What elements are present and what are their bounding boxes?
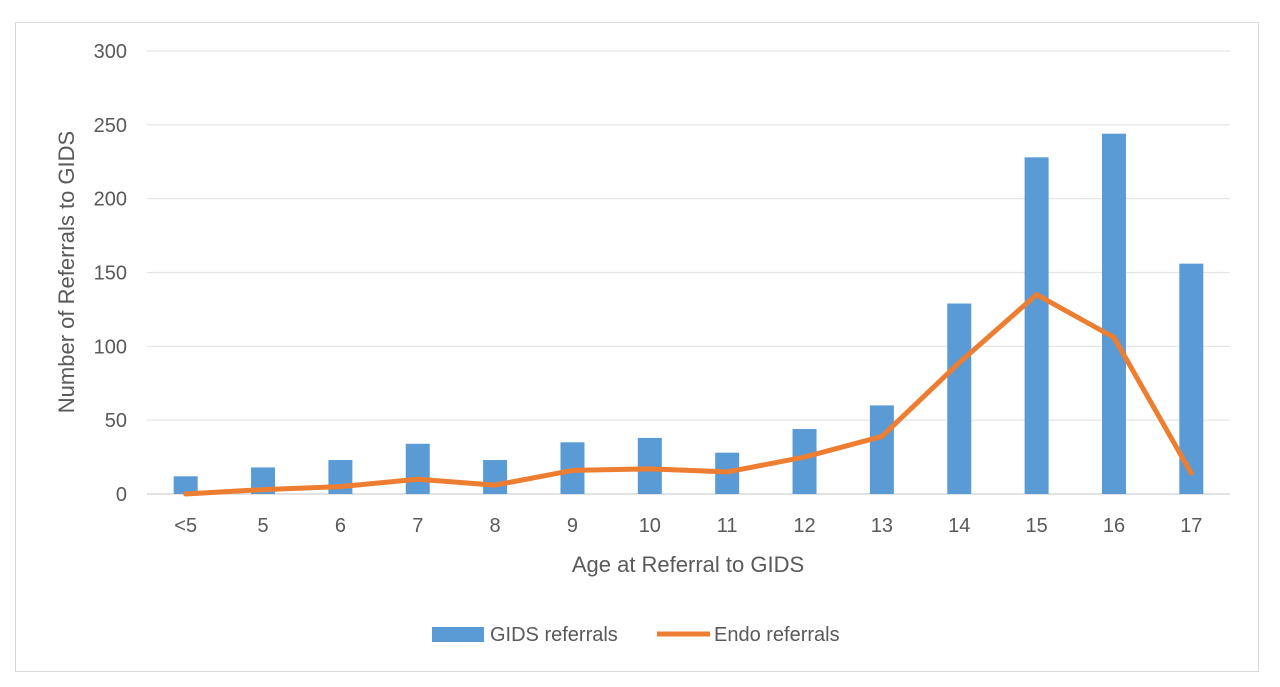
x-tick-label: 5 [257,515,268,537]
x-tick-label: 8 [490,515,501,537]
y-axis-ticks: 0 50 100 150 200 250 300 [94,41,127,506]
legend-swatch-gids [432,627,484,642]
endo-referrals-line [183,292,1194,497]
y-tick-label: 300 [94,41,127,63]
gids-bar [637,437,662,494]
y-tick-label: 150 [94,263,127,285]
x-tick-label: 14 [948,515,970,537]
x-tick-label: 17 [1180,515,1202,537]
x-tick-label: 12 [793,515,815,537]
y-tick-label: 250 [94,115,127,137]
y-tick-label: 100 [94,336,127,358]
gridlines [147,50,1230,495]
x-tick-label: 15 [1025,515,1047,537]
x-tick-label: 6 [335,515,346,537]
gids-bar [869,405,894,494]
legend-label-endo: Endo referrals [714,624,840,646]
y-axis-title: Number of Referrals to GIDS [54,131,79,413]
bar-series [173,133,1204,494]
y-tick-label: 50 [105,410,127,432]
x-tick-label: <5 [174,515,197,537]
x-tick-label: 9 [567,515,578,537]
x-axis-title: Age at Referral to GIDS [572,552,804,577]
y-tick-label: 200 [94,189,127,211]
x-tick-label: 16 [1103,515,1125,537]
gids-bar [405,443,430,494]
y-tick-label: 0 [116,484,127,506]
gids-bar [1101,133,1126,494]
x-axis-ticks: <5 5 6 7 8 9 10 11 12 13 14 15 16 17 [174,515,1202,537]
gids-bar [947,303,972,494]
x-tick-label: 13 [871,515,893,537]
legend-label-gids: GIDS referrals [490,624,618,646]
gids-bar [792,429,817,494]
x-tick-label: 10 [639,515,661,537]
chart-frame [15,22,1259,672]
x-tick-label: 11 [717,515,738,537]
x-tick-label: 7 [412,515,423,537]
gids-bar [1024,157,1049,494]
legend: GIDS referrals Endo referrals [432,624,840,646]
gids-bar [173,476,198,494]
gids-bar [483,460,508,494]
